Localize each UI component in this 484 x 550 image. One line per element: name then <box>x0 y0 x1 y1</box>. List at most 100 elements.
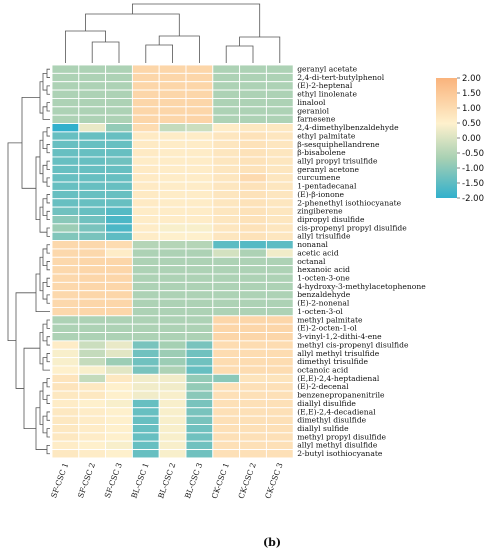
heatmap-cell <box>185 440 214 451</box>
dendrogram-link <box>46 378 50 388</box>
heatmap-cell <box>51 156 80 166</box>
colorbar-tick-label: -1.50 <box>462 179 484 189</box>
heatmap-cell <box>239 424 267 434</box>
heatmap-cell <box>265 407 294 417</box>
heatmap-cell <box>265 315 294 325</box>
heatmap-cell <box>51 348 80 359</box>
heatmap-cell <box>158 382 187 392</box>
heatmap-cell <box>78 248 107 258</box>
dendrogram-link <box>42 323 47 342</box>
heatmap-cell <box>212 440 241 451</box>
heatmap-cell <box>239 81 267 91</box>
heatmap-cell <box>78 424 107 434</box>
heatmap-cell <box>131 206 160 216</box>
heatmap-cell <box>51 449 80 459</box>
heatmap-cell <box>265 398 294 409</box>
heatmap-cell <box>212 281 241 292</box>
heatmap-cell <box>51 398 80 409</box>
heatmap-cell <box>239 340 267 350</box>
heatmap-cell <box>78 290 107 300</box>
heatmap-cell <box>51 173 80 183</box>
heatmap-cell <box>131 164 160 175</box>
heatmap-cell <box>158 114 187 124</box>
heatmap-cell <box>131 89 160 99</box>
heatmap-cell <box>239 148 267 158</box>
dendrogram-link <box>7 142 22 342</box>
heatmap-cell <box>212 148 241 158</box>
heatmap-cell <box>185 315 214 325</box>
dendrogram-link <box>39 139 43 175</box>
dendrogram-link <box>46 261 50 271</box>
heatmap-cell <box>105 248 133 258</box>
heatmap-cell <box>131 139 160 150</box>
dendrogram-link <box>42 198 47 216</box>
dendrogram-link <box>65 30 106 63</box>
heatmap-cell <box>105 398 133 409</box>
heatmap-cell <box>51 72 80 83</box>
row-label: allyl methyl trisulfide <box>297 349 380 358</box>
heatmap-cell <box>265 215 294 225</box>
heatmap-cell <box>265 415 294 425</box>
heatmap-cell <box>185 415 214 425</box>
heatmap-cell <box>239 256 267 267</box>
heatmap-cell <box>105 432 133 442</box>
heatmap-cell <box>158 306 187 317</box>
heatmap-cell <box>78 173 107 183</box>
heatmap-cell <box>212 415 241 425</box>
heatmap-cell <box>265 64 294 74</box>
heatmap-cell <box>265 273 294 283</box>
heatmap-cell <box>239 114 267 124</box>
column-label: BL-CSC 3 <box>183 461 204 499</box>
heatmap-cell <box>212 198 241 208</box>
heatmap-cell <box>51 365 80 375</box>
heatmap-cell <box>239 198 267 208</box>
heatmap-cell <box>212 123 241 133</box>
heatmap-cell <box>265 89 294 99</box>
dendrogram-link <box>42 72 47 91</box>
colorbar-gradient <box>436 78 457 198</box>
heatmap-cell <box>158 173 187 183</box>
heatmap-cell <box>78 64 107 74</box>
heatmap-cell <box>78 256 107 267</box>
heatmap-cell <box>158 315 187 325</box>
heatmap-cell <box>239 164 267 175</box>
colorbar-tick-label: 1.00 <box>462 104 481 114</box>
heatmap-cell <box>185 348 214 359</box>
heatmap-cell <box>239 248 267 258</box>
heatmap-cell <box>212 89 241 99</box>
heatmap-cell <box>51 114 80 124</box>
dendrogram-link <box>35 407 47 450</box>
heatmap-cell <box>265 256 294 267</box>
heatmap-cell <box>51 273 80 283</box>
heatmap-cell <box>105 306 133 317</box>
heatmap-cell <box>78 123 107 133</box>
heatmap-cell <box>212 323 241 333</box>
heatmap-cell <box>212 357 241 367</box>
heatmap-cell <box>105 382 133 392</box>
dendrogram-link <box>21 96 40 189</box>
heatmap-cell <box>158 323 187 333</box>
heatmap-cell <box>131 198 160 208</box>
heatmap-cell <box>105 240 133 250</box>
row-label: 2,4-dimethylbenzaldehyde <box>297 123 399 132</box>
heatmap-cell <box>239 265 267 275</box>
heatmap-cell <box>265 123 294 133</box>
heatmap-cell <box>51 265 80 275</box>
heatmap-cell <box>212 273 241 283</box>
heatmap-cell <box>239 106 267 116</box>
heatmap-cell <box>105 97 133 108</box>
heatmap-cell <box>51 281 80 292</box>
heatmap-cell <box>158 139 187 150</box>
heatmap-cell <box>212 348 241 359</box>
heatmap-cell <box>212 156 241 166</box>
dendrogram-link <box>35 156 40 221</box>
dendrogram-link <box>42 415 47 434</box>
heatmap-cell <box>131 273 160 283</box>
heatmap-cell <box>105 156 133 166</box>
heatmap-cell <box>212 449 241 459</box>
heatmap-cell <box>105 206 133 216</box>
dendrogram-link <box>46 428 50 438</box>
heatmap-cell <box>185 173 214 183</box>
heatmap-cell <box>105 198 133 208</box>
row-label: 1-pentadecanal <box>297 182 357 191</box>
